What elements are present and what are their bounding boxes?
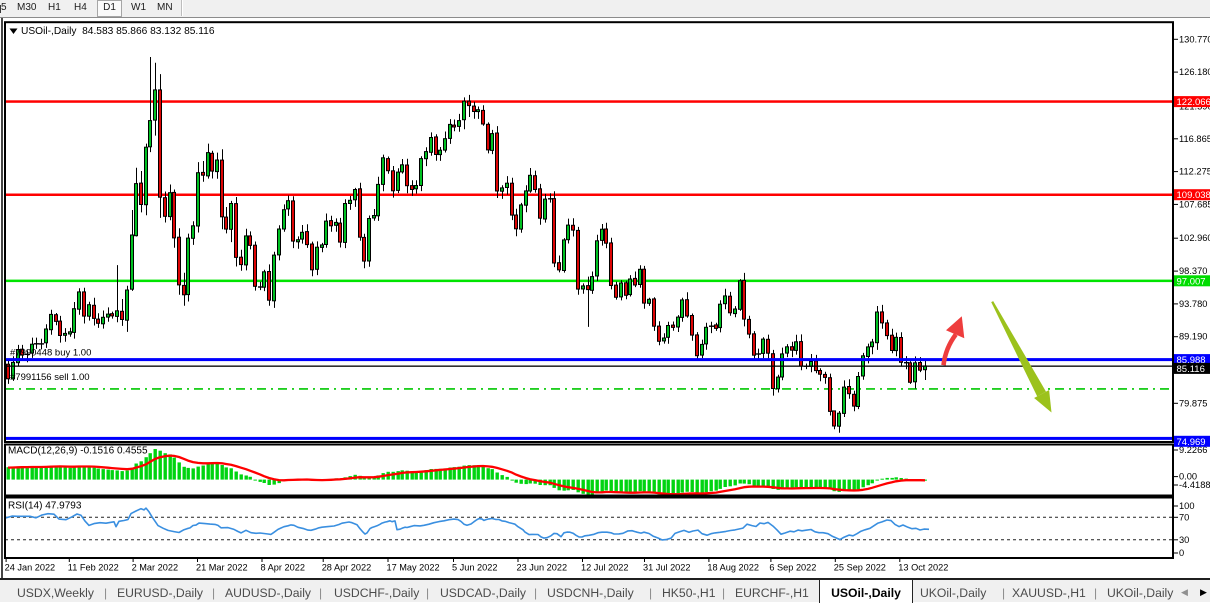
svg-text:#7991156 sell 1.00: #7991156 sell 1.00 bbox=[10, 372, 90, 383]
svg-text:#7990448 buy 1.00: #7990448 buy 1.00 bbox=[10, 348, 91, 359]
svg-text:RSI(14) 47.9793: RSI(14) 47.9793 bbox=[8, 501, 82, 512]
svg-text:23 Jun 2022: 23 Jun 2022 bbox=[517, 563, 568, 573]
svg-text:MACD(12,26,9) -0.1516 0.4555: MACD(12,26,9) -0.1516 0.4555 bbox=[8, 446, 148, 457]
svg-text:85.988: 85.988 bbox=[1177, 355, 1206, 366]
svg-text:116.865: 116.865 bbox=[1179, 134, 1210, 144]
svg-text:85.116: 85.116 bbox=[1177, 364, 1205, 375]
svg-text:13 Oct 2022: 13 Oct 2022 bbox=[898, 563, 948, 573]
svg-text:30: 30 bbox=[1179, 535, 1189, 545]
svg-text:USOil-,Daily 84.583 85.866 83: USOil-,Daily 84.583 85.866 83.132 85.116 bbox=[21, 26, 215, 37]
svg-text:0.00: 0.00 bbox=[1179, 472, 1197, 482]
svg-text:17 May 2022: 17 May 2022 bbox=[387, 563, 440, 573]
svg-text:130.770: 130.770 bbox=[1179, 34, 1210, 44]
svg-text:-4.4188: -4.4188 bbox=[1179, 480, 1210, 490]
svg-text:31 Jul 2022: 31 Jul 2022 bbox=[643, 563, 691, 573]
svg-text:126.180: 126.180 bbox=[1179, 67, 1210, 77]
svg-text:112.275: 112.275 bbox=[1179, 167, 1210, 177]
svg-text:25 Sep 2022: 25 Sep 2022 bbox=[834, 563, 886, 573]
svg-text:100: 100 bbox=[1179, 501, 1195, 511]
svg-text:102.960: 102.960 bbox=[1179, 233, 1210, 243]
svg-text:11 Feb 2022: 11 Feb 2022 bbox=[68, 563, 119, 573]
svg-text:8 Apr 2022: 8 Apr 2022 bbox=[261, 563, 305, 573]
svg-text:24 Jan 2022: 24 Jan 2022 bbox=[5, 563, 56, 573]
svg-text:70: 70 bbox=[1179, 512, 1189, 522]
svg-text:0: 0 bbox=[1179, 548, 1184, 558]
svg-text:21 Mar 2022: 21 Mar 2022 bbox=[196, 563, 248, 573]
svg-text:98.370: 98.370 bbox=[1179, 266, 1207, 276]
svg-text:97.007: 97.007 bbox=[1177, 276, 1206, 287]
svg-text:9.2266: 9.2266 bbox=[1179, 445, 1207, 455]
svg-text:5 Jun 2022: 5 Jun 2022 bbox=[452, 563, 497, 573]
svg-text:6 Sep 2022: 6 Sep 2022 bbox=[769, 563, 816, 573]
svg-text:18 Aug 2022: 18 Aug 2022 bbox=[707, 563, 759, 573]
svg-text:74.969: 74.969 bbox=[1177, 437, 1206, 448]
svg-text:12 Jul 2022: 12 Jul 2022 bbox=[581, 563, 629, 573]
svg-text:107.685: 107.685 bbox=[1179, 199, 1210, 209]
svg-text:28 Apr 2022: 28 Apr 2022 bbox=[322, 563, 372, 573]
svg-text:109.038: 109.038 bbox=[1177, 190, 1210, 201]
svg-text:93.780: 93.780 bbox=[1179, 299, 1207, 309]
svg-text:2 Mar 2022: 2 Mar 2022 bbox=[132, 563, 178, 573]
svg-text:89.190: 89.190 bbox=[1179, 332, 1207, 342]
svg-text:122.066: 122.066 bbox=[1177, 97, 1210, 108]
svg-text:79.875: 79.875 bbox=[1179, 398, 1207, 408]
